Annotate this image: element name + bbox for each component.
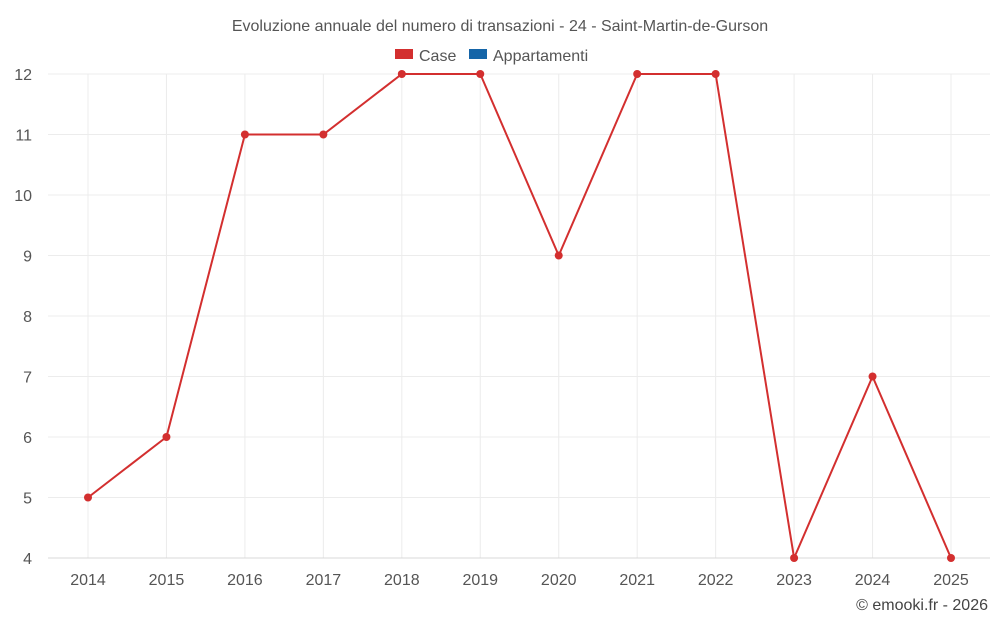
- y-gridlines: [48, 73, 990, 498]
- legend: Case Appartamenti: [395, 48, 588, 65]
- y-tick-label-9: 9: [23, 249, 32, 266]
- x-tick-label-2015: 2015: [149, 572, 185, 589]
- credit-text: © emooki.fr - 2026: [856, 597, 988, 614]
- data-point-case-2022[interactable]: [711, 70, 720, 78]
- y-tick-label-11: 11: [15, 128, 32, 145]
- x-tick-label-2023: 2023: [776, 572, 812, 589]
- data-point-case-2020[interactable]: [554, 251, 563, 260]
- data-point-case-2025[interactable]: [947, 554, 955, 562]
- y-tick-label-8: 8: [23, 309, 32, 326]
- x-tick-label-2020: 2020: [541, 572, 577, 589]
- x-tick-label-2025: 2025: [933, 572, 969, 589]
- y-tick-label-7: 7: [23, 370, 32, 387]
- data-point-case-2015[interactable]: [162, 433, 171, 441]
- x-tick-label-2022: 2022: [698, 572, 734, 589]
- y-tick-label-4: 4: [23, 551, 32, 568]
- x-tick-label-2017: 2017: [306, 572, 342, 589]
- data-point-case-2014[interactable]: [84, 493, 92, 502]
- data-point-case-2019[interactable]: [476, 70, 485, 78]
- legend-swatch-appartamenti: [469, 49, 487, 59]
- x-gridlines: [87, 74, 952, 558]
- legend-label-case: Case: [419, 48, 456, 65]
- data-point-case-2024[interactable]: [868, 372, 877, 381]
- x-axis-ticks: 2014 2015 2016 2017 2018 2019 2020 2021 2022 2023…: [70, 572, 969, 589]
- y-tick-label-12: 12: [14, 67, 32, 84]
- chart-title: Evoluzione annuale del numero di transaz…: [232, 18, 768, 35]
- x-tick-label-2014: 2014: [70, 572, 106, 589]
- series-case: [84, 70, 955, 562]
- data-point-case-2021[interactable]: [633, 70, 642, 78]
- series-line-case: [87, 73, 952, 559]
- x-tick-label-2021: 2021: [619, 572, 655, 589]
- data-point-case-2018[interactable]: [397, 70, 406, 78]
- y-tick-label-10: 10: [14, 188, 32, 205]
- legend-swatch-case: [395, 49, 413, 59]
- data-point-case-2016[interactable]: [240, 130, 249, 139]
- y-tick-label-5: 5: [23, 491, 32, 508]
- legend-label-appartamenti: Appartamenti: [493, 48, 588, 65]
- x-tick-label-2016: 2016: [227, 572, 263, 589]
- legend-item-appartamenti[interactable]: Appartamenti: [469, 48, 588, 65]
- x-tick-label-2018: 2018: [384, 572, 420, 589]
- y-tick-label-6: 6: [23, 430, 32, 447]
- legend-item-case[interactable]: Case: [395, 48, 456, 65]
- x-tick-label-2019: 2019: [462, 572, 498, 589]
- x-tick-label-2024: 2024: [855, 572, 891, 589]
- y-axis-ticks: 4 5 6 7 8 9 10 11 12: [14, 67, 32, 568]
- data-point-case-2023[interactable]: [790, 554, 799, 562]
- data-point-case-2017[interactable]: [319, 130, 328, 139]
